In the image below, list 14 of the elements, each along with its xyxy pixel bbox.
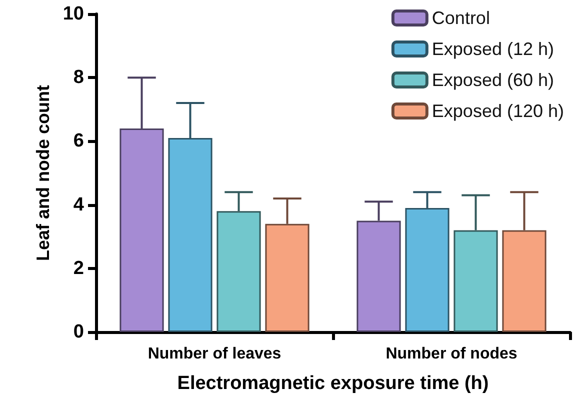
legend-label: Exposed (12 h) (432, 39, 554, 59)
x-tick-label: Number of leaves (148, 346, 282, 362)
y-tick-label: 4 (73, 194, 84, 216)
y-tick-label: 6 (73, 130, 84, 152)
y-tick-label: 8 (73, 67, 84, 88)
y-tick-label: 0 (73, 322, 84, 342)
legend-label: Exposed (120 h) (432, 101, 564, 121)
y-axis-title: Leaf and node count (32, 84, 53, 262)
x-tick-label: Number of nodes (386, 346, 518, 362)
legend-label: Control (432, 8, 490, 28)
x-axis-title: Electromagnetic exposure time (h) (177, 373, 489, 394)
y-tick-label: 2 (73, 258, 84, 279)
y-tick-label: 10 (62, 4, 84, 24)
legend-label: Exposed (60 h) (432, 70, 554, 90)
